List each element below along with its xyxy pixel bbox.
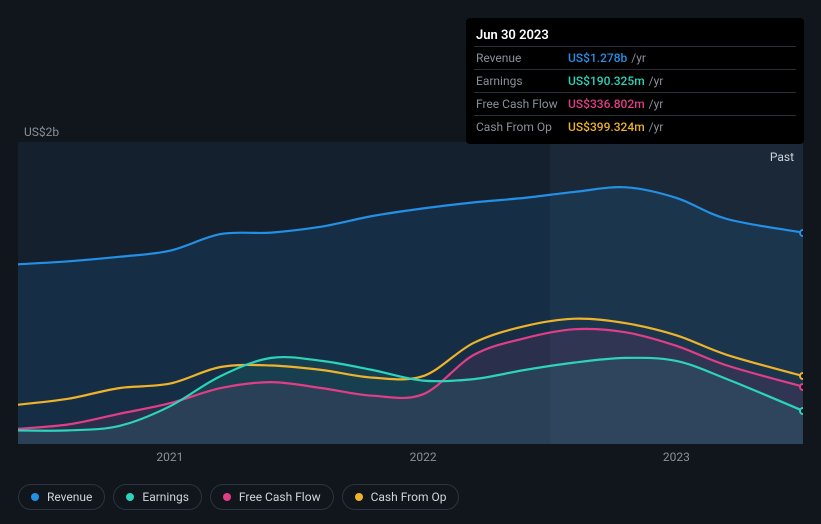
tooltip-row-label: Earnings	[476, 74, 568, 88]
tooltip-row: EarningsUS$190.325m/yr	[474, 69, 796, 92]
tooltip-row-value: US$190.325m	[568, 74, 645, 88]
tooltip-row-suffix: /yr	[649, 120, 664, 134]
tooltip-row: Cash From OpUS$399.324m/yr	[474, 115, 796, 138]
tooltip-row-suffix: /yr	[649, 74, 664, 88]
legend: Revenue Earnings Free Cash Flow Cash From O…	[18, 484, 459, 510]
legend-item-cash_from_op[interactable]: Cash From Op	[342, 484, 460, 510]
tooltip-row-label: Revenue	[476, 51, 568, 65]
legend-dot-icon	[126, 493, 134, 501]
tooltip-row-label: Free Cash Flow	[476, 97, 568, 111]
tooltip-row-label: Cash From Op	[476, 120, 568, 134]
legend-item-free_cash_flow[interactable]: Free Cash Flow	[210, 484, 334, 510]
x-tick: 2022	[410, 450, 437, 464]
tooltip-row: RevenueUS$1.278b/yr	[474, 46, 796, 69]
financials-chart: Jun 30 2023 RevenueUS$1.278b/yrEarningsU…	[0, 0, 821, 524]
tooltip-row-suffix: /yr	[649, 97, 664, 111]
legend-item-label: Earnings	[142, 490, 189, 504]
x-tick: 2021	[156, 450, 183, 464]
tooltip-row-value: US$336.802m	[568, 97, 645, 111]
legend-dot-icon	[355, 493, 363, 501]
y-axis-label-max: US$2b	[24, 125, 59, 139]
legend-item-earnings[interactable]: Earnings	[113, 484, 202, 510]
x-axis: 2021 2022 2023	[18, 450, 803, 470]
end-marker-revenue	[799, 229, 803, 237]
end-marker-earnings	[799, 407, 803, 415]
end-marker-cash_from_op	[799, 372, 803, 380]
end-marker-free_cash_flow	[799, 383, 803, 391]
tooltip-row: Free Cash FlowUS$336.802m/yr	[474, 92, 796, 115]
past-label: Past	[770, 150, 794, 164]
tooltip-row-value: US$399.324m	[568, 120, 645, 134]
tooltip-row-suffix: /yr	[631, 51, 646, 65]
chart-svg	[18, 142, 803, 444]
legend-dot-icon	[31, 493, 39, 501]
tooltip-row-value: US$1.278b	[568, 51, 627, 65]
x-tick: 2023	[663, 450, 690, 464]
legend-dot-icon	[223, 493, 231, 501]
chart-tooltip: Jun 30 2023 RevenueUS$1.278b/yrEarningsU…	[466, 18, 804, 144]
legend-item-label: Free Cash Flow	[239, 490, 321, 504]
tooltip-title: Jun 30 2023	[474, 24, 796, 46]
legend-item-label: Revenue	[47, 490, 92, 504]
plot-area[interactable]	[18, 142, 803, 444]
legend-item-revenue[interactable]: Revenue	[18, 484, 105, 510]
legend-item-label: Cash From Op	[371, 490, 447, 504]
